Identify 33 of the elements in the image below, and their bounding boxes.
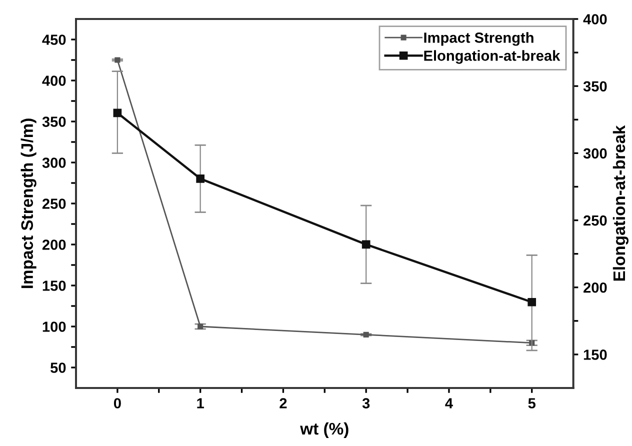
point — [363, 332, 369, 338]
y-tick-label: 300 — [42, 158, 66, 168]
y2-tick-label: 150 — [584, 350, 607, 360]
point — [114, 57, 120, 63]
y-tick-label: 100 — [42, 322, 66, 332]
x-tick-label: 2 — [280, 398, 287, 408]
point — [198, 324, 204, 330]
y2-tick-label: 300 — [583, 148, 607, 159]
x-tick-label: 4 — [445, 398, 453, 408]
y-tick-label: 200 — [42, 240, 66, 250]
x-tick-label: 1 — [197, 398, 204, 408]
x-axis-title: wt (%) — [300, 422, 348, 438]
y2-tick-label: 400 — [583, 14, 607, 24]
legend-label: Elongation-at-break — [424, 50, 560, 64]
y-tick-label: 150 — [42, 280, 66, 291]
y-axis-title: Impact Strength (J/m) — [20, 118, 36, 288]
legend-label: Impact Strength — [424, 32, 534, 46]
x-tick-label: 5 — [528, 398, 536, 408]
y2-tick-label: 250 — [584, 215, 607, 226]
y-tick-label: 250 — [42, 198, 66, 209]
y-tick-label: 400 — [42, 76, 66, 86]
point — [362, 240, 370, 249]
x-tick-label: 0 — [114, 398, 121, 408]
point — [528, 298, 536, 306]
y-tick-label: 350 — [42, 116, 66, 127]
x-tick-label: 3 — [362, 398, 370, 408]
point — [113, 108, 122, 118]
point — [196, 174, 204, 183]
y2-tick-label: 350 — [583, 81, 607, 92]
y2-axis-title: Elongation-at-break — [612, 125, 629, 281]
y-tick-label: 450 — [42, 34, 66, 45]
y2-tick-label: 200 — [584, 282, 607, 293]
y-tick-label: 50 — [50, 362, 66, 373]
